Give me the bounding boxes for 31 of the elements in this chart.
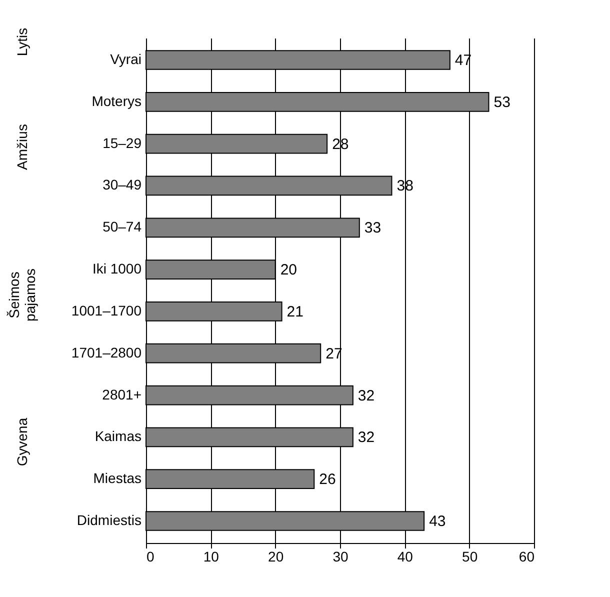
y-tick-label: 1001–1700	[71, 302, 142, 318]
text: Šeimos pajamos	[6, 267, 38, 324]
y-tick-label: 15–29	[102, 134, 142, 151]
data-label: 53	[494, 94, 510, 111]
y-tick-label: Kaimas	[94, 428, 142, 444]
y-tick-label: Miestas	[93, 470, 142, 486]
y-tick-label: Didmiestis	[76, 512, 142, 528]
text: Lytis	[14, 26, 30, 58]
x-tick-label: 30	[332, 548, 348, 564]
data-label: 32	[358, 429, 375, 446]
data-label: 26	[319, 471, 336, 488]
x-tick-label: 60	[518, 548, 535, 564]
y-tick-label: 1701–2800	[71, 344, 142, 360]
y-tick-label: 50–74	[102, 218, 142, 235]
x-tick-label: 40	[397, 548, 414, 564]
x-tick-label: 20	[268, 548, 284, 564]
x-tick-label: 0	[146, 548, 154, 564]
y-tick-label: Moterys	[92, 92, 142, 109]
data-label: 32	[358, 387, 375, 404]
x-tick-label: 10	[203, 548, 220, 564]
data-label: 43	[429, 513, 446, 530]
x-tick-label: 50	[462, 548, 478, 564]
data-label: 21	[286, 303, 304, 320]
data-label: 20	[280, 262, 298, 279]
data-label: 33	[364, 220, 382, 237]
y-tick-label: 30–49	[102, 176, 142, 193]
text: Gyvena	[14, 416, 30, 468]
text: Amžius	[14, 123, 30, 172]
y-tick-label: Vyrai	[110, 51, 142, 67]
y-tick-label: Iki 1000	[92, 260, 142, 277]
y-tick-label: 2801+	[102, 386, 142, 402]
